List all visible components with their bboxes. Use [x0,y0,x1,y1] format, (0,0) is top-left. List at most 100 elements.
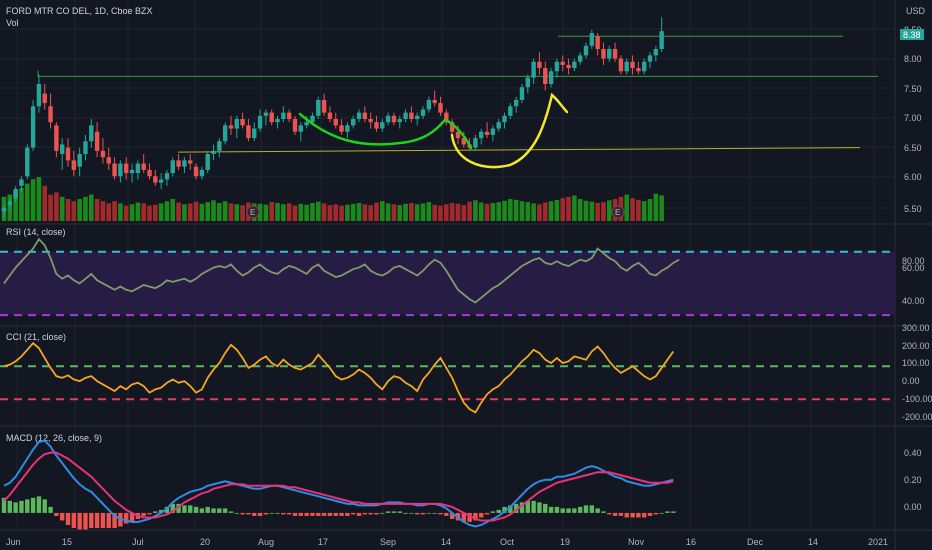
price-tick: 5.50 [904,204,922,214]
volume-bar [356,202,362,221]
volume-bar [310,202,315,221]
candle-body [54,125,59,151]
candle-body [624,61,629,72]
macd-histogram-bar [490,511,496,513]
candle-body [618,58,624,72]
candle-body [7,201,13,205]
macd-histogram-bar [158,509,164,513]
candle-body [153,176,158,183]
candle-body [420,109,426,116]
volume-bar [327,205,333,221]
volume-bar [455,203,461,221]
currency-label: USD [906,6,926,16]
volume-bar [414,204,420,221]
candle-body [636,68,641,72]
macd-histogram-bar [124,512,129,524]
candle-body [409,112,414,119]
macd-axis: 0.40 0.20 0.00 [904,448,922,512]
candle-body [83,141,88,154]
volume-bar [449,202,455,221]
time-tick: 20 [200,537,210,547]
volume-bar [583,200,589,221]
time-tick: 19 [560,537,570,547]
volume-bar [630,198,635,221]
candle-body [566,64,571,69]
volume-bar [315,201,321,221]
macd-histogram-bar [147,512,152,515]
candle-body [473,138,478,148]
macd-histogram-bar [310,512,315,516]
macd-histogram-bar [316,512,321,516]
macd-histogram-bar [403,512,408,514]
macd-histogram-bar [432,512,437,514]
candle-body [432,99,437,104]
macd-histogram-bar [333,512,338,516]
candle-body [246,125,251,139]
cci-tick: -200.00 [902,412,932,422]
macd-histogram-bar [444,512,449,516]
candle-body [543,68,548,84]
volume-bar [409,202,414,221]
macd-histogram-bar [199,508,205,513]
volume-bar [321,203,327,221]
volume-bar [123,205,129,221]
candle-body [316,99,321,116]
volume-bar [438,205,443,221]
macd-histogram-bar [327,512,333,516]
macd-histogram-bar [100,512,106,528]
macd-histogram-bar [636,512,641,518]
candle-body [537,61,542,69]
earnings-marker[interactable]: E [246,205,260,219]
time-tick: 15 [62,537,72,547]
candle-body [193,166,199,177]
macd-histogram-bar [537,502,542,513]
candle-body [106,157,111,164]
time-tick: Jul [132,537,144,547]
volume-bar [595,202,600,221]
macd-histogram-bar [339,512,344,516]
candle-body [100,150,106,158]
volume-bar [257,203,263,221]
macd-histogram-bar [566,508,571,513]
candle-body [269,112,274,123]
macd-histogram-bar [525,500,530,513]
macd-histogram-bar [170,503,175,513]
macd-histogram-bar [618,512,624,516]
last-price-value: 8.38 [903,30,921,40]
macd-histogram-bar [415,512,420,515]
volume-bar [19,188,24,221]
earnings-marker-label: E [615,208,620,217]
macd-histogram-bar [211,508,216,513]
candle-body [595,36,600,49]
volume-bar [187,203,193,221]
time-tick: Jun [6,537,21,547]
macd-histogram-bar [1,497,7,513]
candle-body [65,147,71,161]
macd-histogram-bar [595,508,600,513]
macd-histogram-bar [548,506,554,513]
candle-body [36,84,42,107]
volume-bar [420,203,426,221]
cci-tick: 200.00 [902,341,930,351]
volume-bar [525,202,531,221]
volume-bar [42,185,48,221]
volume-bar [118,203,123,221]
candle-body [228,125,234,129]
volume-bar [275,202,280,221]
candle-body [380,122,385,129]
volume-bar [182,204,187,221]
macd-line [3,439,674,528]
volume-bar [112,201,117,221]
earnings-marker[interactable]: E [611,205,625,219]
volume-bar [502,200,507,221]
volume-bar [164,201,170,221]
volume-label: Vol [6,18,19,28]
volume-bar [397,205,403,221]
candle-body [298,125,304,132]
rsi-tick: 40.00 [902,296,925,306]
volume-bar [54,192,59,221]
macd-histogram-bar [217,508,222,513]
candle-body [286,112,292,119]
volume-bar [71,201,77,221]
